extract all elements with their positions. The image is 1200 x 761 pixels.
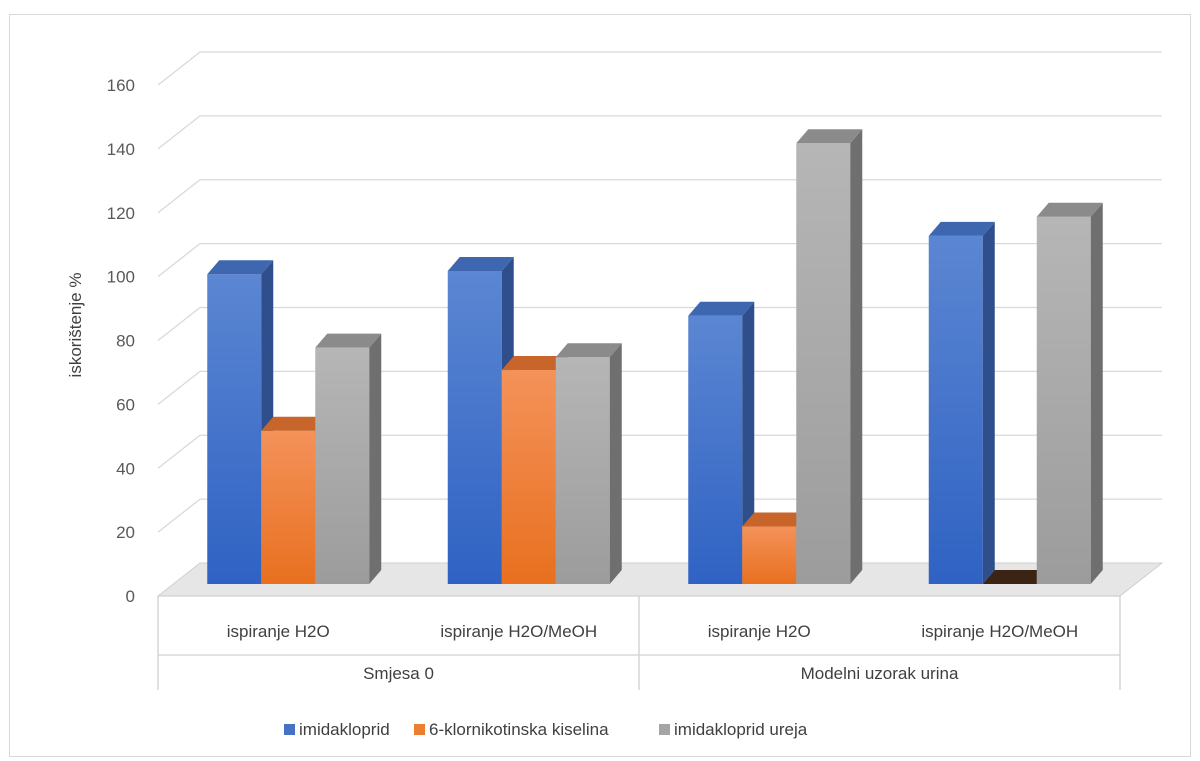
legend-swatch (659, 724, 670, 735)
y-tick-labels: 0 20 40 60 80 100 120 140 160 (107, 76, 135, 606)
gridline-diagonal (157, 434, 201, 469)
bar-top (501, 356, 568, 371)
bar-front (688, 315, 743, 584)
bar-side (369, 333, 382, 584)
bar-front (796, 143, 851, 584)
y-tick-label: 60 (116, 395, 135, 414)
legend-label: imidakloprid (299, 720, 390, 739)
bar-front (261, 430, 316, 584)
gridline-diagonal (157, 51, 201, 86)
bar-front (207, 274, 262, 584)
bar-front (315, 347, 370, 584)
legend-swatch (414, 724, 425, 735)
x-tick-label: ispiranje H2O (227, 622, 330, 641)
legend-label: imidakloprid ureja (674, 720, 808, 739)
bar-front (742, 526, 797, 584)
bar-front (1036, 216, 1091, 584)
bar-side (850, 129, 863, 584)
bar-top (315, 333, 382, 348)
bar-top (688, 301, 755, 316)
y-tick-label: 160 (107, 76, 135, 95)
bar-top (261, 416, 328, 431)
group-label: Smjesa 0 (363, 664, 434, 683)
group-label: Modelni uzorak urina (801, 664, 959, 683)
bar-top (1036, 202, 1103, 217)
bar-top (555, 343, 622, 358)
bar-side (742, 301, 755, 584)
bar-side (609, 343, 622, 584)
bar-side (982, 221, 995, 584)
bar-front (555, 357, 610, 584)
y-tick-label: 120 (107, 204, 135, 223)
bar-top (447, 257, 514, 272)
bar-top (928, 221, 995, 236)
y-tick-label: 20 (116, 523, 135, 542)
x-tick-label: ispiranje H2O (708, 622, 811, 641)
bar-top (796, 129, 863, 144)
bars (207, 129, 1103, 584)
y-axis-title: iskorištenje % (66, 273, 85, 378)
x-tick-label: ispiranje H2O/MeOH (921, 622, 1078, 641)
bar-top (207, 260, 274, 275)
gridline-diagonal (157, 498, 201, 533)
bar-side (1090, 202, 1103, 584)
legend: imidakloprid 6-klornikotinska kiselina imi… (284, 720, 808, 739)
legend-label: 6-klornikotinska kiselina (429, 720, 609, 739)
bar-front (447, 271, 502, 584)
gridline-diagonal (157, 370, 201, 405)
bar-zero (982, 570, 1049, 584)
legend-swatch (284, 724, 295, 735)
bar-top (742, 512, 809, 527)
x-axis: ispiranje H2O ispiranje H2O/MeOH ispiranje… (157, 595, 1121, 690)
bar-front (928, 235, 983, 584)
gridline-diagonal (157, 243, 201, 278)
bar-front (501, 370, 556, 584)
y-tick-label: 140 (107, 140, 135, 159)
y-tick-label: 100 (107, 268, 135, 287)
gridline-diagonal (157, 306, 201, 342)
y-tick-label: 80 (116, 332, 135, 351)
gridline-diagonal (157, 115, 201, 150)
y-tick-label: 40 (116, 459, 135, 478)
x-tick-label: ispiranje H2O/MeOH (440, 622, 597, 641)
gridline-diagonal (157, 179, 201, 214)
y-tick-label: 0 (126, 587, 135, 606)
